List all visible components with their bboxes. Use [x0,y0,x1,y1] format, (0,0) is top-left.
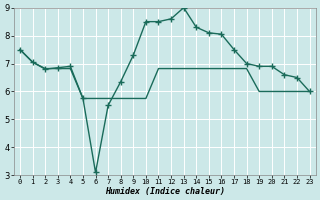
X-axis label: Humidex (Indice chaleur): Humidex (Indice chaleur) [105,187,225,196]
